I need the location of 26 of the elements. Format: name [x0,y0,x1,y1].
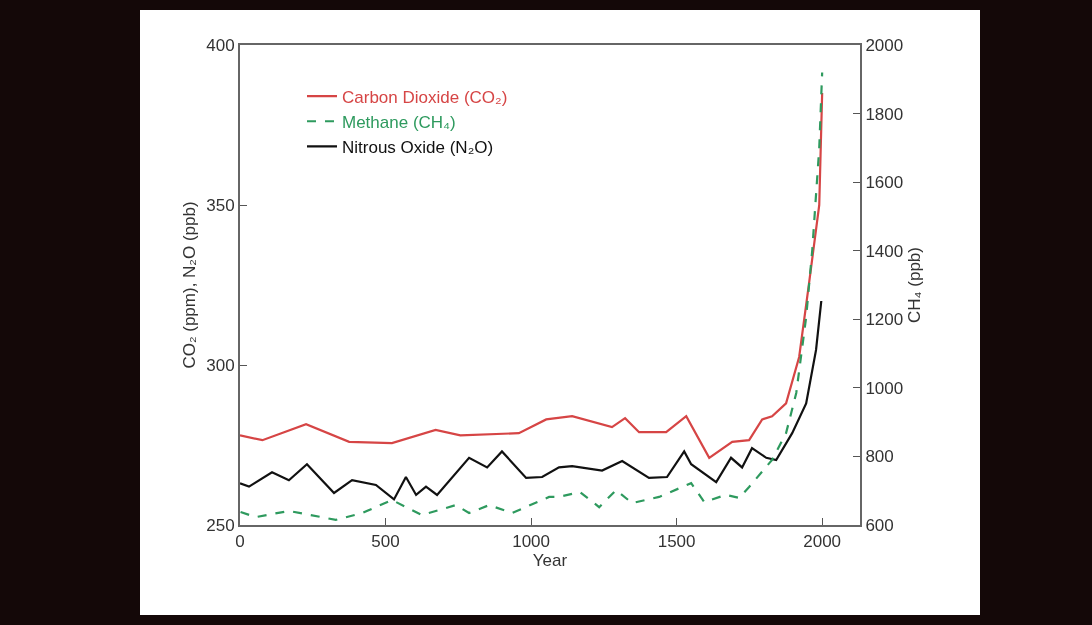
line-series [240,91,824,459]
x-tick-label: 1000 [512,532,550,552]
y2-tick-label: 600 [865,515,894,535]
legend-label: Carbon Dioxide (CO₂) [342,87,508,107]
y2-tick-label: 1600 [865,173,904,193]
y2-tick-label: 1400 [865,241,904,261]
x-axis-title: Year [532,551,568,571]
y-tick-label: 300 [206,355,235,375]
y2-axis-title: CH₄ (ppb) [905,247,925,323]
x-tick-label: 1500 [657,532,696,552]
line-series [240,71,824,521]
y2-tick-label: 800 [865,447,894,467]
x-tick-label: 0 [235,532,245,552]
y-tick-label: 400 [206,35,235,55]
x-tick-label: 2000 [803,532,842,552]
y2-tick-label: 1200 [865,310,904,330]
y2-tick-label: 2000 [865,35,904,55]
y-tick-label: 350 [206,195,235,215]
y2-tick-label: 1800 [865,104,904,124]
y-axis-title: CO₂ (ppm), N₂O (ppb) [180,201,199,369]
legend-label: Methane (CH₄) [342,112,456,132]
line-series [240,299,823,501]
legend-label: Nitrous Oxide (N₂O) [342,137,494,157]
y2-tick-label: 1000 [865,378,904,398]
y-tick-label: 250 [206,515,235,535]
x-tick-label: 500 [371,532,400,552]
